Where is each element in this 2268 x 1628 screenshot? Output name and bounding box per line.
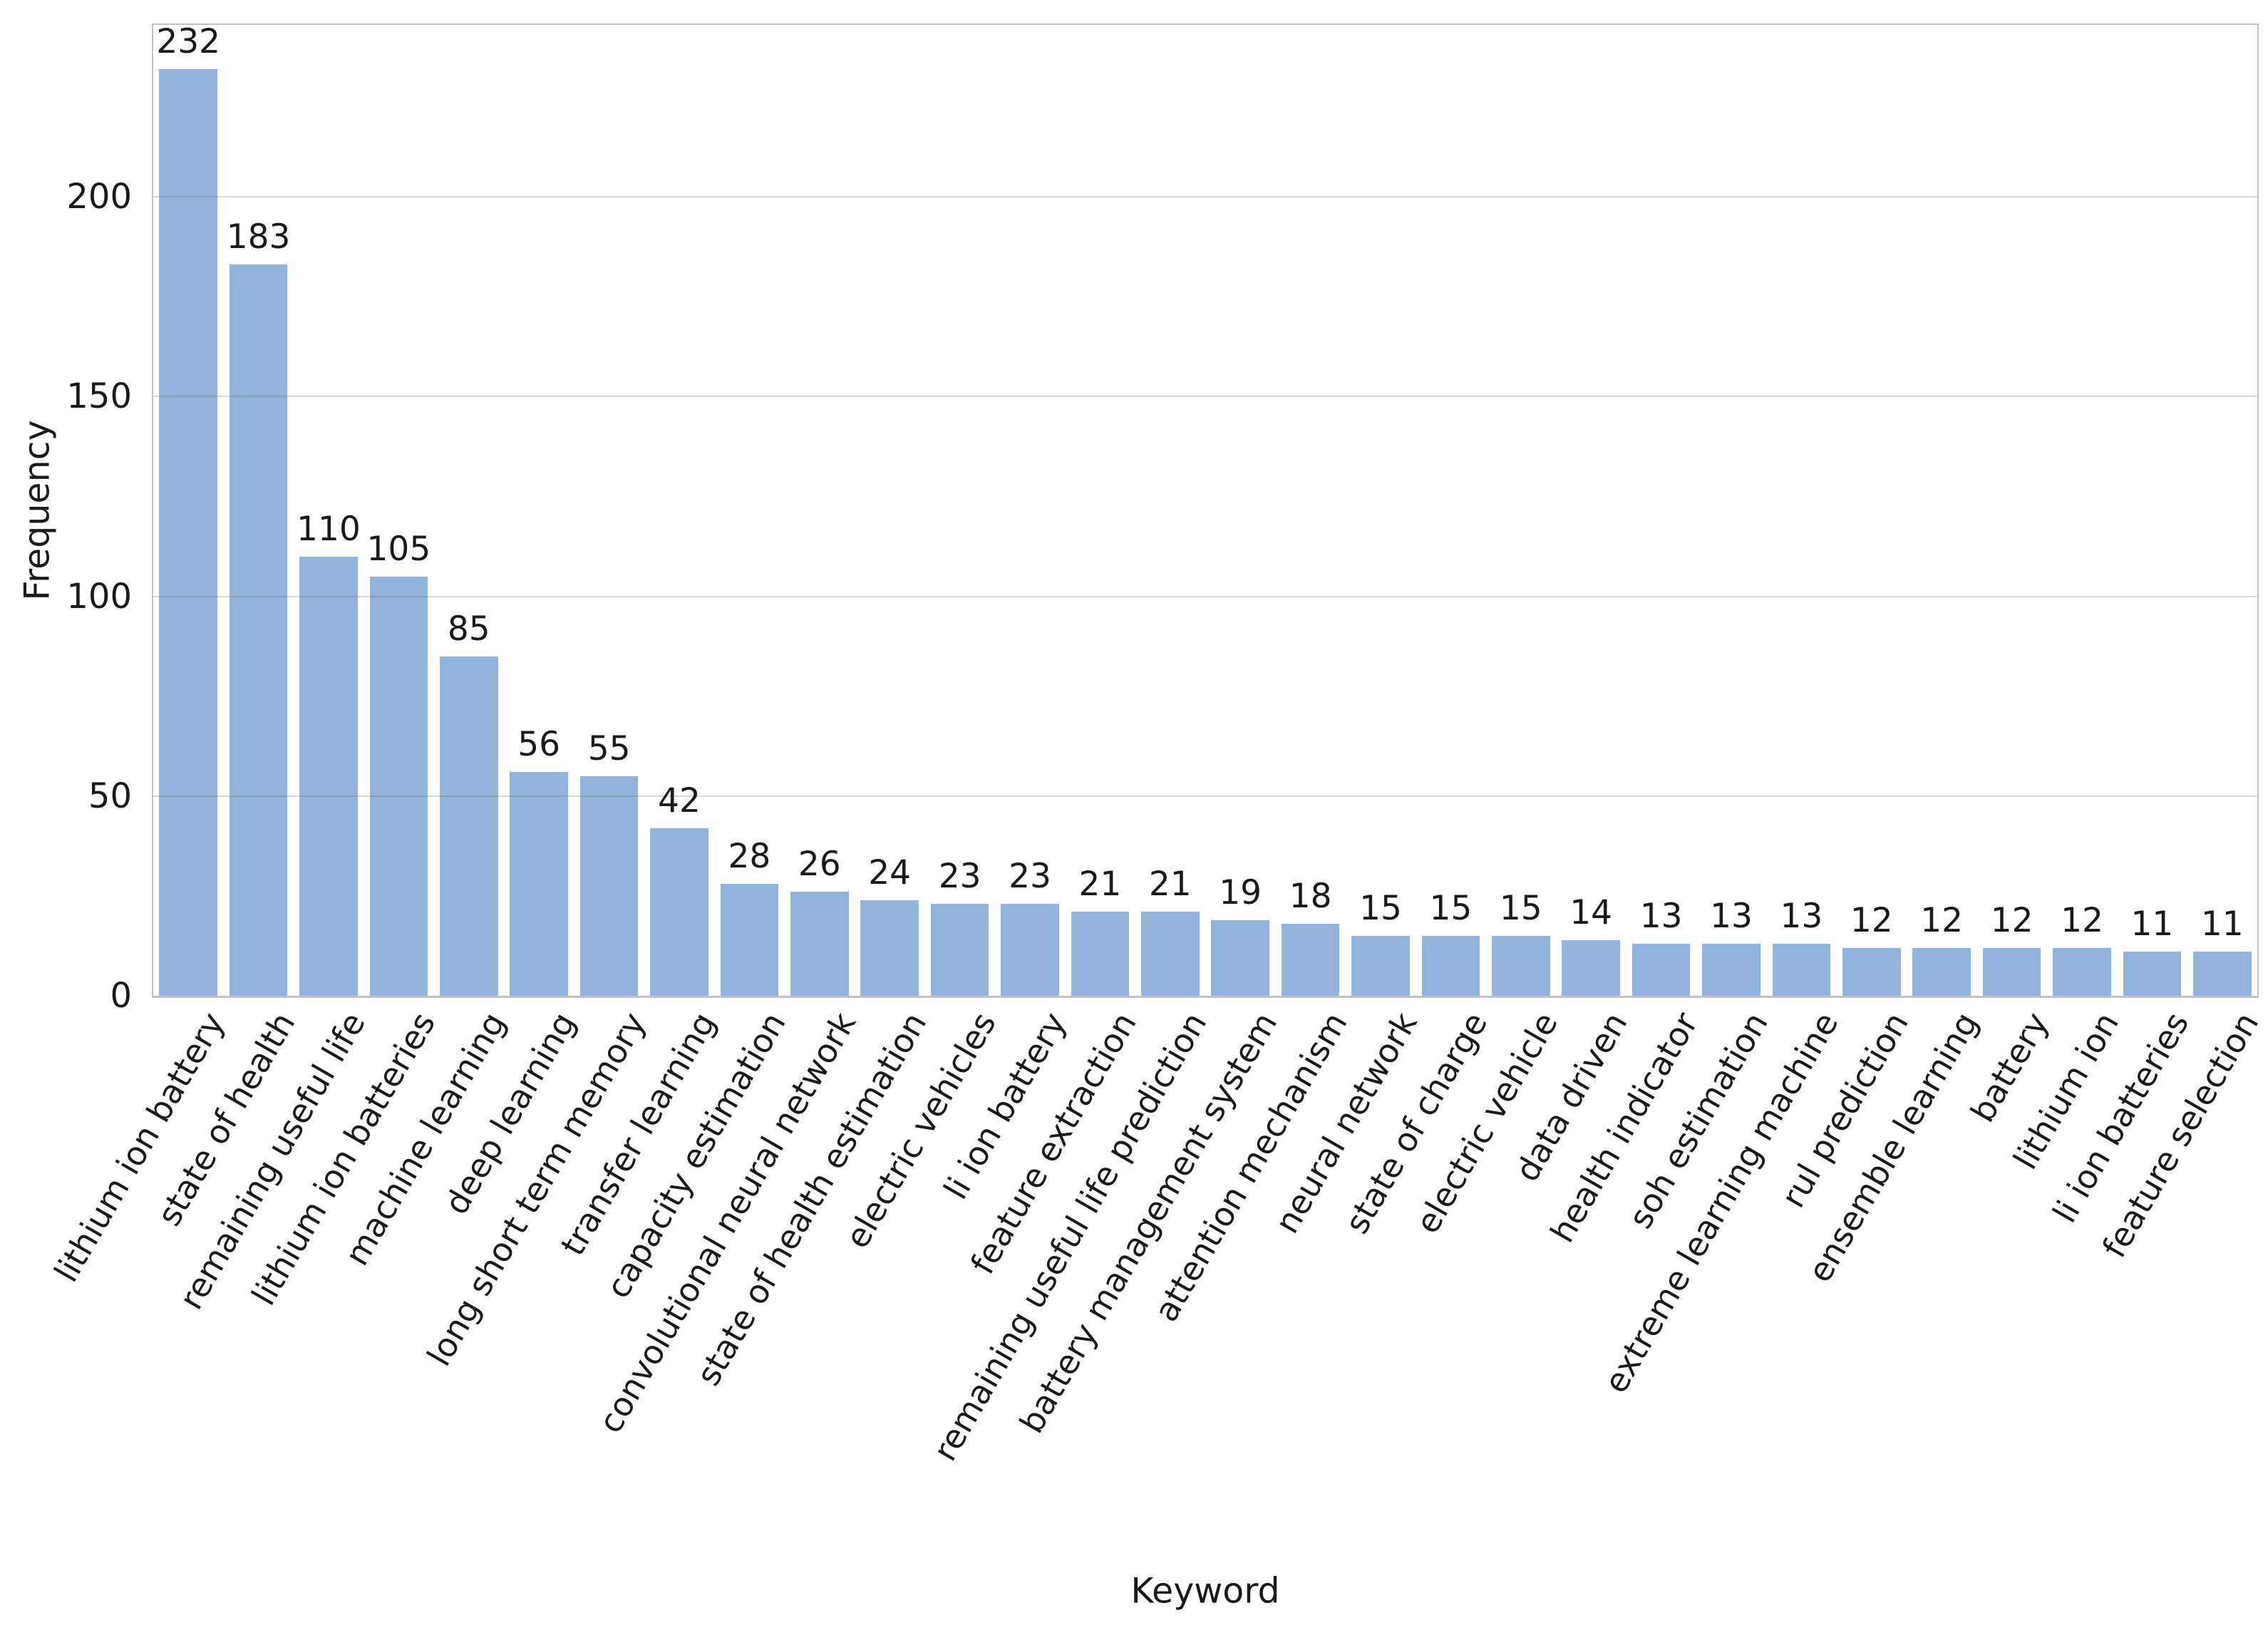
bar-value-label: 15 [1429, 888, 1473, 928]
bar-value-label: 55 [587, 728, 631, 768]
bar [930, 904, 989, 996]
bar [1071, 912, 1130, 996]
bar [159, 68, 218, 996]
bar [579, 776, 639, 996]
bar [510, 772, 569, 996]
bar [1211, 919, 1270, 996]
bar-value-label: 15 [1499, 888, 1542, 928]
y-tick-label: 100 [66, 576, 132, 617]
y-tick-label: 200 [66, 177, 132, 217]
bar [1842, 947, 1901, 996]
bar-value-label: 110 [297, 509, 361, 549]
bar [1702, 944, 1761, 996]
bar-value-label: 56 [517, 725, 561, 765]
bar [440, 656, 498, 996]
bar-value-label: 21 [1078, 865, 1122, 905]
plot-border-right [2257, 24, 2259, 998]
bar-value-label: 24 [868, 852, 912, 892]
bar-value-label: 19 [1219, 872, 1262, 912]
bar-value-label: 12 [1920, 900, 1964, 940]
bar-value-label: 13 [1639, 897, 1683, 937]
bar [1492, 935, 1550, 996]
bar-value-label: 183 [226, 217, 291, 257]
bar-value-label: 232 [156, 21, 221, 61]
y-axis-title: Frequency [16, 420, 58, 601]
bar [1772, 944, 1831, 996]
bar-value-label: 85 [447, 609, 490, 649]
y-tick-label: 0 [110, 976, 132, 1016]
y-gridline [153, 396, 2257, 398]
bar [860, 900, 919, 996]
bar [369, 576, 428, 996]
bar [790, 892, 849, 996]
plot-border-top [153, 24, 2259, 25]
bar [1001, 904, 1059, 996]
y-gridline [153, 196, 2257, 197]
bar [1982, 947, 2041, 996]
x-axis-title: Keyword [1130, 1570, 1280, 1612]
y-tick-label: 150 [66, 376, 132, 417]
bar-value-label: 21 [1148, 865, 1192, 905]
bar-value-label: 13 [1710, 897, 1753, 937]
bar [2193, 952, 2252, 996]
bar [1351, 935, 1410, 996]
bar [1912, 947, 1971, 996]
bar [720, 884, 779, 996]
bar [1141, 912, 1200, 996]
bar-value-label: 12 [1990, 900, 2034, 940]
y-tick-label: 50 [88, 776, 132, 816]
plot-border-left [152, 24, 153, 998]
bar [2123, 952, 2182, 996]
bar [229, 264, 288, 996]
bar [299, 556, 358, 996]
bar-value-label: 14 [1569, 892, 1613, 932]
bar-value-label: 18 [1289, 877, 1332, 917]
plot-border-bottom [153, 996, 2259, 998]
y-gridline [153, 795, 2257, 797]
bar [1632, 944, 1691, 996]
bar-value-label: 105 [366, 529, 431, 569]
y-gridline [153, 595, 2257, 597]
bar-value-label: 15 [1359, 888, 1402, 928]
bar-value-label: 11 [2200, 905, 2244, 944]
bar-value-label: 23 [938, 857, 981, 897]
bar-value-label: 13 [1780, 897, 1823, 937]
bar-value-label: 26 [798, 845, 841, 885]
bar [650, 828, 708, 996]
bar-value-label: 28 [728, 837, 771, 877]
bar-value-label: 11 [2130, 905, 2174, 944]
bar-value-label: 23 [1009, 857, 1051, 897]
bar [1562, 939, 1621, 996]
bar-value-label: 12 [1850, 900, 1893, 940]
bar [2053, 947, 2111, 996]
plot-area [153, 25, 2257, 996]
bar-value-label: 42 [658, 780, 701, 820]
bar-value-label: 12 [2061, 900, 2103, 940]
bar [1281, 924, 1340, 996]
bar [1421, 935, 1480, 996]
